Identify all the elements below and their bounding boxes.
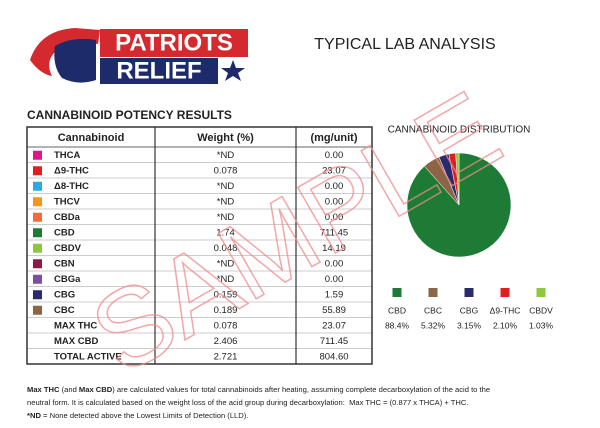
row-weight: 0.189 [214, 305, 238, 316]
potency-table: Cannabinoid Weight (%) (mg/unit) THCA *ND 0.0… [26, 126, 373, 365]
logo-line2: RELIEF [116, 57, 201, 84]
row-swatch [33, 166, 42, 176]
legend-label: CBD [388, 305, 406, 315]
row-mg: 14.19 [322, 243, 346, 254]
row-weight: 2.721 [214, 351, 238, 362]
footnote-segment: Max THC [27, 385, 60, 394]
legend-swatch [500, 288, 510, 297]
row-swatch [33, 243, 42, 253]
logo-star [221, 60, 245, 81]
row-mg: 1.59 [325, 289, 344, 300]
legend-value: 1.03% [529, 320, 554, 330]
footnote-segment: (and [60, 385, 79, 394]
footnote-segment: Max CBD [79, 385, 113, 394]
row-name: CBD [54, 227, 75, 238]
row-weight: 1.74 [216, 227, 235, 238]
logo-band-red [100, 29, 248, 57]
row-weight: *ND [217, 212, 235, 223]
row-weight: 0.048 [214, 243, 238, 254]
row-mg: 711.45 [320, 336, 348, 347]
row-mg: 0.00 [325, 196, 344, 207]
logo-band-blue [100, 58, 218, 84]
row-mg: 804.60 [319, 351, 348, 362]
footnote-segment: ) are calculated values for total cannab… [112, 385, 490, 394]
row-mg: 0.00 [325, 258, 344, 269]
row-mg: 55.89 [322, 305, 346, 316]
table-title: CANNABINOID POTENCY RESULTS [27, 108, 232, 122]
row-mg: 711.45 [320, 227, 348, 238]
row-name: TOTAL ACTIVE [54, 351, 122, 362]
legend-label: CBG [460, 305, 478, 315]
row-swatch [33, 228, 42, 238]
row-weight: 0.078 [214, 165, 238, 176]
pie-slice [455, 152, 460, 206]
row-name: MAX THC [54, 320, 97, 331]
row-swatch [33, 212, 42, 222]
row-weight: *ND [217, 196, 235, 207]
logo-line1: PATRIOTS [115, 29, 233, 56]
row-mg: 0.00 [325, 181, 344, 192]
row-weight: *ND [217, 274, 235, 285]
pie-chart: CBD 88.4% CBC 5.32% CBG 3.15% Δ9-THC 2.10% CBDV 1… [385, 152, 554, 330]
row-weight: *ND [217, 258, 235, 269]
footnote-segment: neutral form. It is calculated based on … [27, 398, 469, 407]
column-header: (mg/unit) [310, 132, 357, 144]
row-weight: *ND [217, 181, 235, 192]
footnote-line: neutral form. It is calculated based on … [27, 398, 469, 407]
row-mg: 23.07 [322, 165, 346, 176]
legend-label: Δ9-THC [490, 305, 521, 315]
row-name: Δ9-THC [54, 165, 89, 176]
page-title: TYPICAL LAB ANALYSIS [314, 36, 495, 53]
row-mg: 0.00 [325, 212, 344, 223]
footnote: Max THC (and Max CBD) are calculated val… [27, 385, 490, 420]
footnote-segment: = None detected above the Lowest Limits … [41, 411, 248, 420]
logo: PATRIOTS RELIEF [30, 28, 248, 84]
row-name: Δ8-THC [54, 181, 89, 192]
row-name: CBDV [54, 243, 82, 254]
legend-value: 3.15% [457, 320, 482, 330]
row-name: THCV [54, 196, 81, 207]
legend-value: 2.10% [493, 320, 518, 330]
row-weight: *ND [217, 150, 235, 161]
legend-value: 88.4% [385, 320, 410, 330]
row-mg: 23.07 [322, 320, 346, 331]
row-mg: 0.00 [325, 274, 344, 285]
legend-swatch [464, 288, 474, 297]
footnote-segment: *ND [27, 411, 41, 420]
legend-label: CBC [424, 305, 442, 315]
row-swatch [33, 290, 42, 300]
legend-swatch [536, 288, 546, 297]
chart-title: CANNABINOID DISTRIBUTION [388, 125, 531, 136]
table-border [26, 126, 373, 365]
logo-head [54, 38, 96, 83]
row-swatch [33, 259, 42, 269]
row-name: CBGa [54, 274, 81, 285]
row-swatch [33, 305, 42, 315]
footnote-line: Max THC (and Max CBD) are calculated val… [27, 385, 490, 394]
row-name: CBG [54, 289, 75, 300]
row-name: THCA [54, 150, 81, 161]
row-weight: 2.406 [214, 336, 238, 347]
row-swatch [33, 197, 42, 207]
row-weight: 0.159 [214, 289, 238, 300]
column-header: Cannabinoid [58, 132, 125, 144]
row-swatch [33, 181, 42, 191]
row-name: CBDa [54, 212, 81, 223]
legend-label: CBDV [529, 305, 553, 315]
row-swatch [33, 274, 42, 284]
row-name: MAX CBD [54, 336, 98, 347]
legend-value: 5.32% [421, 320, 446, 330]
row-name: CBN [54, 258, 75, 269]
row-mg: 0.00 [325, 150, 344, 161]
footnote-line: *ND = None detected above the Lowest Lim… [27, 411, 248, 420]
row-swatch [33, 150, 42, 160]
row-weight: 0.078 [214, 320, 238, 331]
legend-swatch [392, 288, 402, 297]
column-header: Weight (%) [197, 132, 254, 144]
legend-swatch [428, 288, 438, 297]
row-name: CBC [54, 305, 75, 316]
